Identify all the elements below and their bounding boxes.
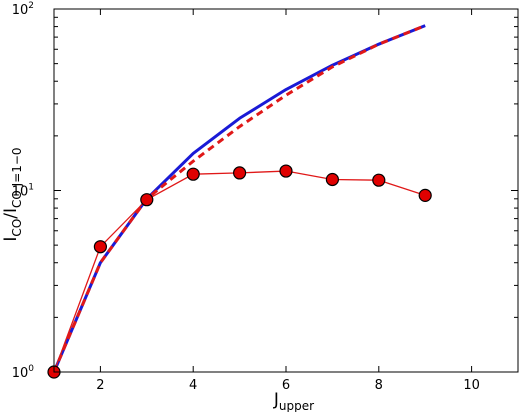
y-tick-label-base: 10 — [12, 185, 29, 200]
data-point-marker — [93, 240, 108, 254]
y-tick-label: 102 — [12, 1, 34, 18]
y-tick-label-exponent: 2 — [28, 1, 34, 11]
x-tick-label: 10 — [463, 378, 480, 393]
y-axis-title-base: I — [1, 237, 21, 242]
plot-frame — [53, 8, 519, 373]
x-axis-title: Jupper — [273, 390, 314, 412]
x-tick-label: 8 — [375, 378, 383, 393]
y-axis-title-sub1: CO — [10, 219, 24, 237]
data-point-marker — [140, 193, 154, 207]
y-tick-label-base: 10 — [12, 366, 29, 381]
x-tick-label: 4 — [189, 378, 197, 393]
series-layer — [47, 24, 432, 379]
y-tick-label-exponent: 1 — [28, 183, 34, 193]
data-point-marker — [372, 173, 386, 187]
data-point-marker — [233, 166, 247, 180]
data-point-marker — [186, 167, 200, 181]
y-tick-label-exponent: 0 — [28, 364, 34, 374]
y-tick-label: 101 — [12, 183, 34, 200]
x-axis-title-sub: upper — [279, 399, 314, 412]
y-tick-label-base: 10 — [12, 3, 29, 18]
data-point-marker — [325, 172, 339, 187]
x-axis-title-base: J — [273, 390, 279, 410]
y-axis-title: ICO/ICO J=1−0 — [1, 147, 24, 241]
y-tick-label: 100 — [12, 364, 35, 381]
series-line-solid — [52, 24, 426, 373]
y-axis-title-mid: /I — [1, 208, 21, 219]
data-point-marker — [279, 164, 293, 178]
x-tick-label: 2 — [96, 378, 104, 393]
x-tick-label: 6 — [282, 378, 290, 393]
data-point-marker — [418, 188, 432, 202]
series-line-connector — [53, 170, 426, 373]
y-axis-title-sub2: CO J=1−0 — [10, 147, 24, 208]
series-line-dashed — [52, 24, 426, 373]
